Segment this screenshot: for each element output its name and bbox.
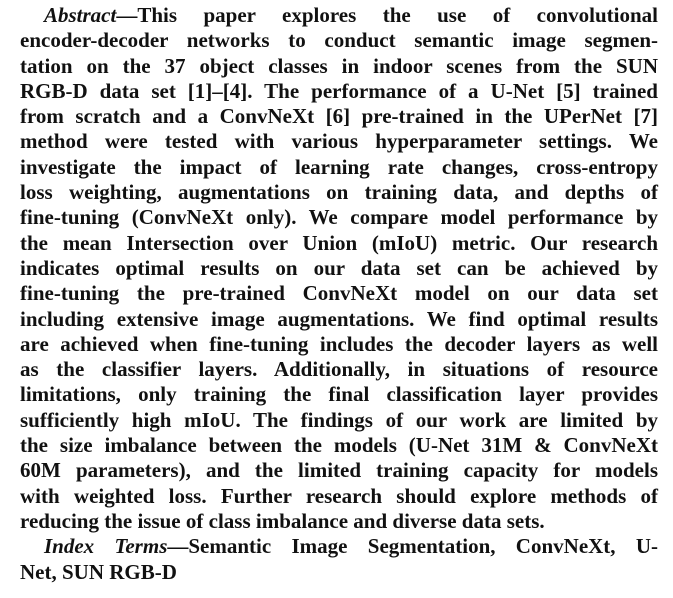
index-terms-line-text: —Semantic Image Segmentation, ConvNeXt, … xyxy=(167,534,658,559)
index-terms-heading: Index Terms xyxy=(44,534,168,559)
abstract-line: limitations, only training the final cla… xyxy=(20,382,658,407)
abstract-line-text: —This paper explores the use of convolut… xyxy=(116,3,658,27)
abstract-line: with weighted loss. Further research sho… xyxy=(20,483,658,508)
index-terms-line: Index Terms—Semantic Image Segmentation,… xyxy=(20,534,658,559)
abstract-line: from scratch and a ConvNeXt [6] pre-trai… xyxy=(20,104,658,129)
abstract-line: loss weighting, augmentations on trainin… xyxy=(20,180,658,205)
abstract-line: method were tested with various hyperpar… xyxy=(20,129,658,154)
abstract-line: as the classifier layers. Additionally, … xyxy=(20,357,658,382)
abstract-line: Abstract—This paper explores the use of … xyxy=(20,3,658,28)
abstract-line: are achieved when fine-tuning includes t… xyxy=(20,331,658,356)
abstract-line: fine-tuning (ConvNeXt only). We compare … xyxy=(20,205,658,230)
abstract-line: the size imbalance between the models (U… xyxy=(20,433,658,458)
abstract-heading: Abstract xyxy=(44,3,117,27)
abstract-line: the mean Intersection over Union (mIoU) … xyxy=(20,230,658,255)
abstract-line: encoder-decoder networks to conduct sema… xyxy=(20,28,658,53)
abstract-line: 60M parameters), and the limited trainin… xyxy=(20,458,658,483)
abstract-line: reducing the issue of class imbalance an… xyxy=(20,508,545,533)
abstract-line: sufficiently high mIoU. The findings of … xyxy=(20,407,658,432)
abstract-line: including extensive image augmentations.… xyxy=(20,306,658,331)
abstract-line: indicates optimal results on our data se… xyxy=(20,255,658,280)
index-terms-line: Net, SUN RGB-D xyxy=(20,559,177,584)
abstract-line: tation on the 37 object classes in indoo… xyxy=(20,53,658,78)
abstract-line: RGB-D data set [1]–[4]. The performance … xyxy=(20,78,658,103)
abstract-line: investigate the impact of learning rate … xyxy=(20,154,658,179)
abstract-line: fine-tuning the pre-trained ConvNeXt mod… xyxy=(20,281,658,306)
abstract-section: Abstract—This paper explores the use of … xyxy=(20,3,658,585)
